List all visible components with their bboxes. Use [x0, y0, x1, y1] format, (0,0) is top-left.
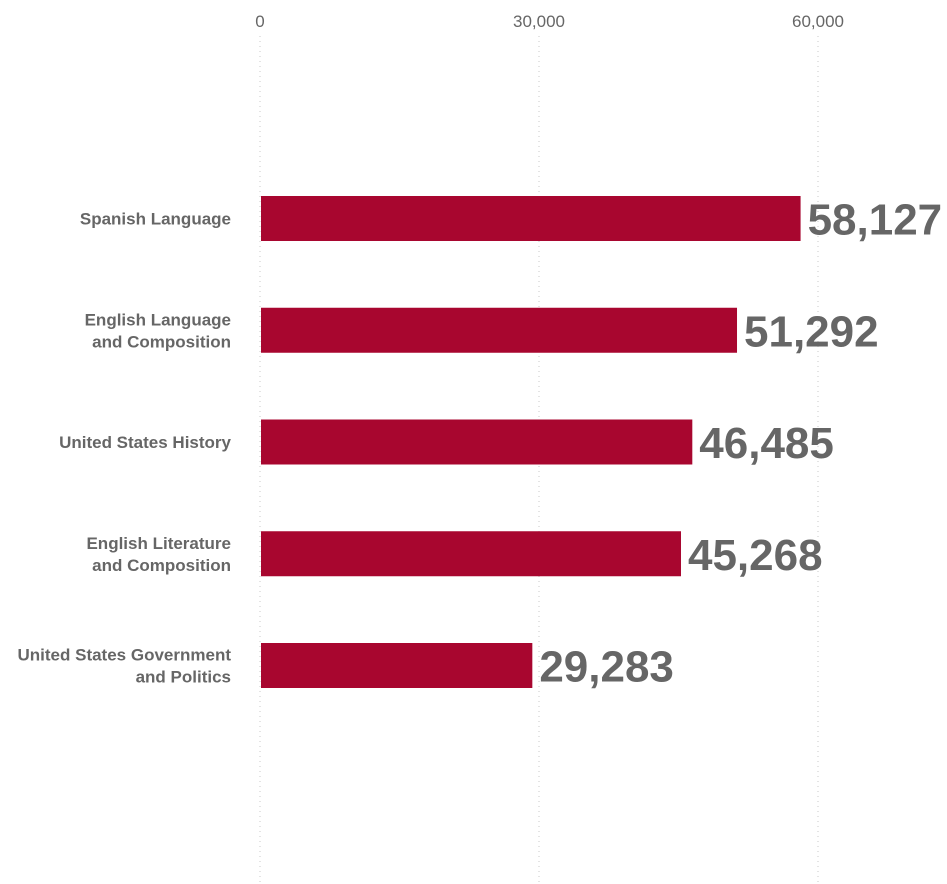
value-label: 58,127	[808, 196, 943, 245]
category-label: United States History	[59, 433, 231, 452]
category-label: English Literature	[86, 534, 231, 553]
category-label: and Politics	[136, 668, 231, 687]
bar	[261, 419, 693, 465]
x-tick-label: 0	[255, 12, 264, 31]
bars	[261, 196, 801, 688]
category-label: and Composition	[92, 556, 231, 575]
bar	[261, 531, 681, 577]
category-label: United States Government	[18, 646, 232, 665]
value-label: 46,485	[699, 419, 834, 468]
x-tick-label: 60,000	[792, 12, 844, 31]
x-tick-label: 30,000	[513, 12, 565, 31]
bar	[261, 643, 533, 688]
value-label: 45,268	[688, 531, 823, 580]
value-labels: 58,127 51,292 46,485 45,268 29,283	[539, 196, 942, 692]
value-label: 51,292	[744, 307, 879, 356]
category-label: and Composition	[92, 332, 231, 351]
value-label: 29,283	[539, 643, 674, 692]
category-label: Spanish Language	[80, 210, 231, 229]
bar	[261, 196, 801, 241]
category-labels: Spanish Language English Language and Comp…	[18, 210, 232, 687]
x-axis-ticks: 0 30,000 60,000	[255, 12, 844, 31]
bar	[261, 307, 738, 353]
category-label: English Language	[85, 310, 231, 329]
